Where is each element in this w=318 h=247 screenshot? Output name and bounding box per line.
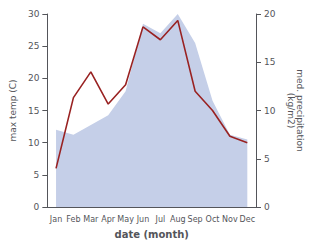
svg-text:30: 30 xyxy=(28,9,40,19)
svg-text:May: May xyxy=(117,215,134,224)
svg-text:0: 0 xyxy=(34,202,40,212)
svg-text:5: 5 xyxy=(34,170,40,180)
svg-text:Nov: Nov xyxy=(222,215,238,224)
svg-text:25: 25 xyxy=(28,41,39,51)
svg-text:10: 10 xyxy=(264,106,276,116)
svg-text:Feb: Feb xyxy=(66,215,80,224)
svg-text:date (month): date (month) xyxy=(114,229,188,240)
svg-text:5: 5 xyxy=(264,154,270,164)
svg-text:Aug: Aug xyxy=(170,215,186,224)
svg-text:Dec: Dec xyxy=(240,215,255,224)
svg-text:20: 20 xyxy=(264,9,276,19)
svg-text:15: 15 xyxy=(28,106,39,116)
svg-text:med. precipitation: med. precipitation xyxy=(294,69,305,152)
svg-text:Jul: Jul xyxy=(155,215,166,224)
svg-text:15: 15 xyxy=(264,57,275,67)
svg-text:Apr: Apr xyxy=(101,215,116,224)
svg-text:max temp (C): max temp (C) xyxy=(8,79,18,141)
svg-text:20: 20 xyxy=(28,73,40,83)
svg-text:10: 10 xyxy=(28,138,40,148)
svg-text:(kg/m2): (kg/m2) xyxy=(286,93,296,128)
svg-text:0: 0 xyxy=(264,202,270,212)
svg-text:Oct: Oct xyxy=(206,215,220,224)
svg-text:Mar: Mar xyxy=(83,215,99,224)
svg-text:Sep: Sep xyxy=(188,215,203,224)
svg-text:Jan: Jan xyxy=(49,215,62,224)
svg-text:Jun: Jun xyxy=(136,215,150,224)
